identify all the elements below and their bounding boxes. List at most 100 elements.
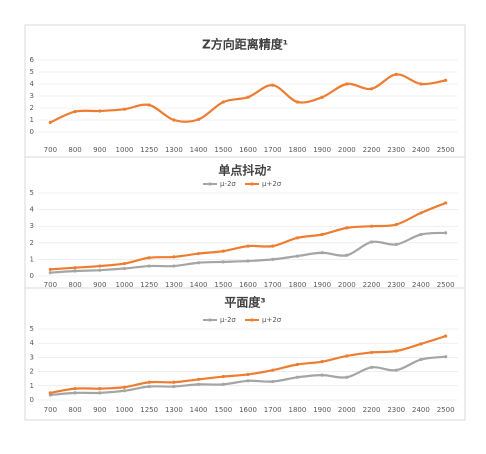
- y-tick-label: 0: [30, 128, 34, 136]
- x-tick-label: 1400: [190, 406, 208, 414]
- x-tick-label: 1800: [288, 281, 306, 289]
- point: [444, 355, 448, 359]
- point: [320, 360, 324, 364]
- x-tick-label: 1600: [239, 406, 257, 414]
- point: [73, 387, 77, 391]
- x-tick-label: 1250: [140, 146, 158, 154]
- x-tick-label: 2500: [437, 406, 455, 414]
- x-tick-label: 800: [68, 281, 81, 289]
- x-tick-label: 800: [68, 146, 81, 154]
- x-tick-label: 800: [68, 406, 81, 414]
- x-tick-label: 2000: [338, 146, 356, 154]
- x-tick-label: 2400: [412, 406, 430, 414]
- point: [221, 260, 225, 264]
- point: [221, 249, 225, 253]
- frame: [24, 24, 466, 421]
- point: [147, 264, 151, 268]
- x-tick-label: 2500: [437, 146, 455, 154]
- point: [122, 107, 127, 111]
- point: [271, 244, 275, 248]
- x-tick-label: 1000: [116, 406, 134, 414]
- point: [246, 244, 250, 248]
- point: [196, 251, 201, 256]
- point: [271, 83, 275, 87]
- point: [196, 117, 201, 121]
- y-tick-label: 3: [30, 353, 34, 361]
- y-tick-label: 4: [30, 206, 35, 214]
- point: [369, 240, 374, 244]
- point: [320, 251, 324, 255]
- x-tick-label: 1600: [239, 146, 257, 154]
- point: [419, 357, 423, 362]
- point: [369, 350, 374, 355]
- x-tick-label: 1900: [313, 281, 331, 289]
- point: [147, 256, 151, 260]
- point: [444, 334, 448, 338]
- point: [147, 103, 151, 107]
- point: [196, 382, 201, 386]
- y-tick-label: 1: [30, 255, 34, 263]
- point: [419, 82, 423, 86]
- legend-marker: [208, 318, 212, 322]
- x-tick-label: 1700: [264, 146, 282, 154]
- y-tick-label: 6: [30, 56, 35, 64]
- x-tick-label: 700: [44, 146, 57, 154]
- x-tick-label: 1300: [165, 406, 183, 414]
- legend-label: μ+2σ: [262, 316, 282, 324]
- x-tick-label: 700: [44, 406, 57, 414]
- point: [419, 232, 423, 237]
- point: [172, 255, 176, 259]
- x-tick-label: 1400: [190, 146, 208, 154]
- x-tick-label: 900: [93, 146, 106, 154]
- x-tick-label: 2200: [363, 281, 381, 289]
- point: [73, 391, 77, 395]
- x-tick-label: 700: [44, 281, 57, 289]
- y-tick-label: 5: [30, 325, 34, 333]
- point: [98, 268, 102, 272]
- point: [246, 259, 250, 263]
- y-tick-label: 5: [30, 68, 34, 76]
- y-tick-label: 0: [30, 396, 34, 404]
- x-tick-label: 2300: [387, 146, 405, 154]
- point: [48, 271, 52, 275]
- point: [271, 257, 275, 261]
- x-tick-label: 1300: [165, 146, 183, 154]
- point: [394, 349, 398, 353]
- point: [444, 231, 448, 235]
- point: [345, 354, 349, 358]
- point: [444, 78, 448, 82]
- point: [295, 362, 300, 367]
- x-tick-label: 2200: [363, 406, 381, 414]
- point: [122, 385, 127, 389]
- x-tick-label: 1400: [190, 281, 208, 289]
- point: [369, 224, 374, 228]
- chart-title: 平面度³: [224, 295, 265, 310]
- point: [246, 95, 250, 99]
- x-tick-label: 1250: [140, 406, 158, 414]
- point: [48, 391, 52, 395]
- x-tick-label: 2300: [387, 406, 405, 414]
- chart-title: Z方向距离精度¹: [202, 37, 288, 52]
- point: [320, 95, 324, 99]
- point: [98, 391, 102, 395]
- x-tick-label: 1000: [116, 146, 134, 154]
- x-tick-label: 1500: [214, 281, 232, 289]
- point: [246, 372, 250, 377]
- x-tick-label: 900: [93, 406, 106, 414]
- point: [172, 384, 176, 389]
- y-tick-label: 0: [30, 272, 34, 280]
- point: [295, 375, 300, 379]
- x-tick-label: 2500: [437, 281, 455, 289]
- legend-label: μ-2σ: [220, 180, 236, 188]
- x-tick-label: 1800: [288, 146, 306, 154]
- point: [419, 342, 423, 346]
- y-tick-label: 2: [30, 239, 34, 247]
- x-tick-label: 2300: [387, 281, 405, 289]
- point: [98, 109, 102, 113]
- x-tick-label: 2400: [412, 146, 430, 154]
- x-tick-label: 1500: [214, 406, 232, 414]
- point: [73, 110, 77, 114]
- point: [48, 120, 52, 124]
- point: [73, 266, 77, 270]
